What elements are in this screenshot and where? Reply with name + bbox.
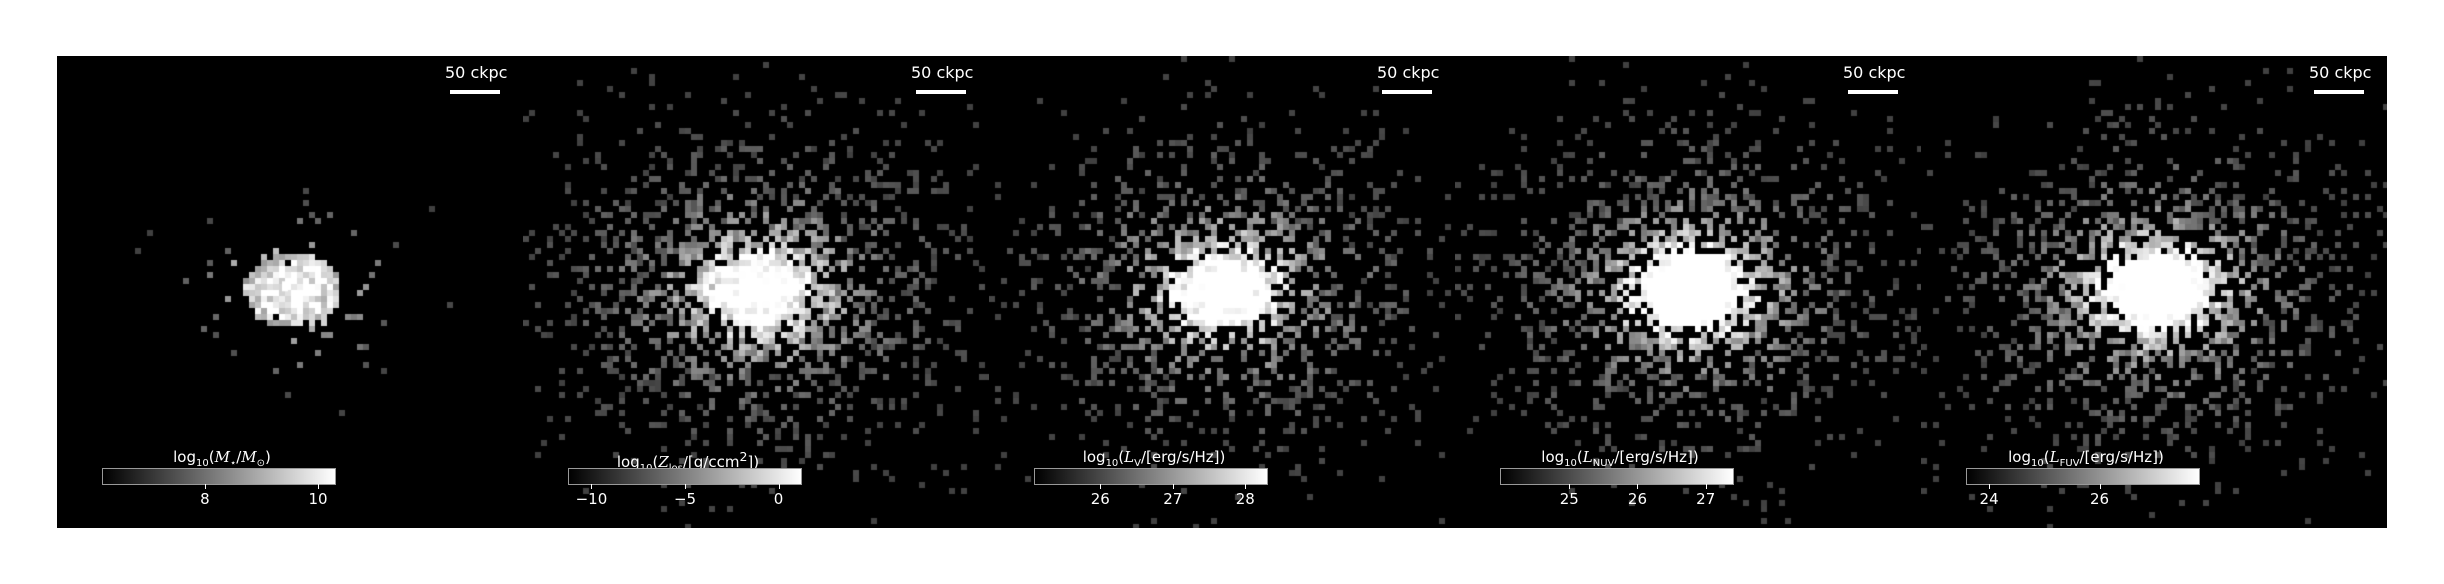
colorbar-tick xyxy=(1989,484,1991,489)
scale-bar-line xyxy=(2314,90,2364,94)
colorbar: log10(LFUV/[erg/s/Hz]) 24 26 xyxy=(1966,448,2206,508)
scale-bar: 50 ckpc xyxy=(2309,63,2372,94)
colorbar-tick-label: 28 xyxy=(1235,490,1255,508)
colorbar-tick xyxy=(1100,484,1102,489)
scale-bar-label: 50 ckpc xyxy=(1843,63,1906,82)
colorbar-gradient xyxy=(102,468,336,485)
colorbar-tick-label: 26 xyxy=(1627,490,1648,508)
colorbar-tick xyxy=(2099,484,2101,489)
colorbar-tick xyxy=(1569,484,1571,489)
scale-bar-label: 50 ckpc xyxy=(1377,63,1440,82)
colorbar-tick-label: 27 xyxy=(1163,490,1183,508)
panel-v-band-luminosity: 50 ckpc log10(LV/[erg/s/Hz]) 26 27 28 xyxy=(989,56,1455,528)
scale-bar: 50 ckpc xyxy=(1843,63,1906,94)
map-image xyxy=(1921,56,2387,528)
colorbar-tick-label: 26 xyxy=(2090,490,2110,508)
colorbar-tick xyxy=(591,484,593,489)
colorbar-tick-label: −5 xyxy=(673,490,697,508)
panel-stellar-mass: 50 ckpc log10(M⋆/M⊙) 8 10 xyxy=(57,56,523,528)
map-image xyxy=(1455,56,1921,528)
colorbar-tick xyxy=(204,484,206,489)
scale-bar: 50 ckpc xyxy=(911,63,974,94)
colorbar-tick-label: 24 xyxy=(1979,490,1999,508)
scale-bar: 50 ckpc xyxy=(1377,63,1440,94)
colorbar-tick xyxy=(1245,484,1247,489)
colorbar-tick xyxy=(685,484,686,489)
colorbar-tick-label: −10 xyxy=(575,490,608,508)
scale-bar-line xyxy=(450,90,500,94)
scale-bar-label: 50 ckpc xyxy=(2309,63,2372,82)
colorbar-tick-label: 25 xyxy=(1559,490,1579,508)
colorbar-tick xyxy=(778,484,780,489)
colorbar: log10(M⋆/M⊙) 8 10 xyxy=(102,448,342,508)
panel-fuv-luminosity: 50 ckpc log10(LFUV/[erg/s/Hz]) 24 26 xyxy=(1921,56,2387,528)
panel-nuv-luminosity: 50 ckpc log10(LNUV/[erg/s/Hz]) 25 26 27 xyxy=(1455,56,1921,528)
colorbar-label: log10(M⋆/M⊙) xyxy=(173,448,271,469)
colorbar: log10(Zlos/[g/ccm2])−10−50 xyxy=(568,448,808,508)
colorbar: log10(LNUV/[erg/s/Hz]) 25 26 27 xyxy=(1500,448,1740,508)
colorbar-tick xyxy=(1172,484,1174,489)
colorbar-tick-label: 10 xyxy=(308,490,328,508)
colorbar: log10(LV/[erg/s/Hz]) 26 27 28 xyxy=(1034,448,1274,508)
colorbar-label: log10(LNUV/[erg/s/Hz]) xyxy=(1541,448,1699,469)
map-image xyxy=(57,56,523,528)
colorbar-tick xyxy=(318,484,320,489)
colorbar-tick-label: 26 xyxy=(1090,490,1110,508)
map-image xyxy=(523,56,989,528)
colorbar-tick-label: 27 xyxy=(1696,490,1716,508)
colorbar-gradient xyxy=(568,468,802,485)
colorbar-tick-label: 8 xyxy=(200,490,210,508)
colorbar-gradient xyxy=(1034,468,1268,485)
scale-bar-line xyxy=(1848,90,1898,94)
scale-bar-line xyxy=(1382,90,1432,94)
colorbar-label: log10(LFUV/[erg/s/Hz]) xyxy=(2008,448,2164,469)
scale-bar-label: 50 ckpc xyxy=(911,63,974,82)
colorbar-label: log10(LV/[erg/s/Hz]) xyxy=(1082,448,1226,469)
colorbar-tick xyxy=(1705,484,1707,489)
scale-bar-label: 50 ckpc xyxy=(445,63,508,82)
colorbar-gradient xyxy=(1966,468,2200,485)
scale-bar-line xyxy=(916,90,966,94)
colorbar-tick-label: 0 xyxy=(773,490,784,508)
scale-bar: 50 ckpc xyxy=(445,63,508,94)
colorbar-tick xyxy=(1637,484,1639,489)
colorbar-gradient xyxy=(1500,468,1734,485)
map-image xyxy=(989,56,1455,528)
